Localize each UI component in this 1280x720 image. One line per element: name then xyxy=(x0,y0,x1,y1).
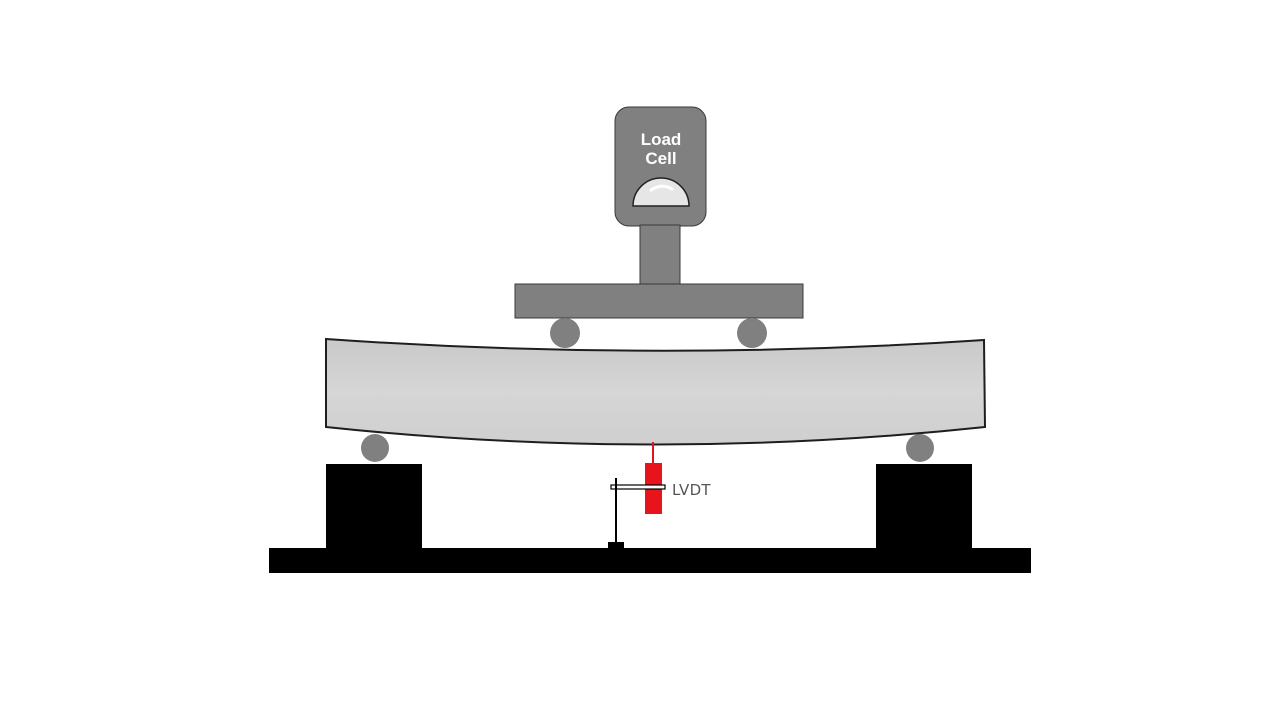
spreader-beam xyxy=(514,283,804,319)
load-rod xyxy=(639,224,681,286)
load-cell-dome-highlight xyxy=(649,184,674,192)
left-support-roller xyxy=(361,434,389,462)
left-support-block xyxy=(326,464,422,550)
lvdt-label: LVDT xyxy=(672,481,711,499)
load-cell: Load Cell xyxy=(614,106,707,227)
base-plate xyxy=(269,548,1031,573)
right-support-block xyxy=(876,464,972,550)
load-cell-label-line1: Load xyxy=(641,130,682,149)
left-loading-roller xyxy=(550,318,580,348)
right-support-roller xyxy=(906,434,934,462)
lvdt-assembly: LVDT xyxy=(608,442,711,549)
load-cell-dome xyxy=(632,177,690,207)
right-loading-roller xyxy=(737,318,767,348)
lvdt-clamp-arm xyxy=(610,484,666,490)
lvdt-stand-base xyxy=(608,542,624,549)
load-cell-label-line2: Cell xyxy=(645,149,676,168)
specimen-beam xyxy=(325,337,987,446)
